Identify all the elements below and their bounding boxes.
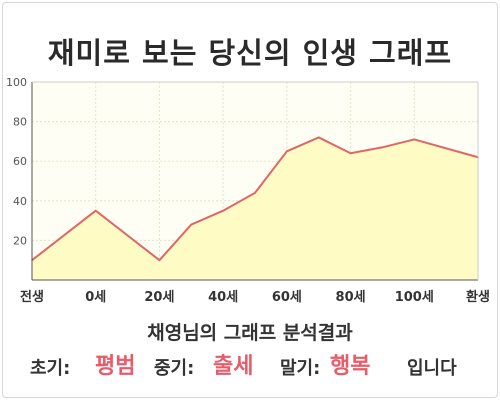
data-point <box>286 150 288 153</box>
x-tick-label: 80세 <box>336 290 366 305</box>
ending-text: 입니다 <box>407 358 457 379</box>
early-label: 초기: <box>30 358 71 379</box>
area-fill <box>32 137 478 280</box>
data-point <box>158 259 161 262</box>
data-point <box>190 223 193 226</box>
data-point <box>94 209 97 212</box>
x-tick-label: 0세 <box>85 290 106 305</box>
late-value: 행복 <box>330 354 371 379</box>
data-point <box>413 138 416 141</box>
y-tick-label: 60 <box>13 155 27 168</box>
late-label: 말기: <box>280 358 321 379</box>
middle-value: 출세 <box>213 354 254 379</box>
data-point <box>317 136 320 139</box>
x-tick-label: 40세 <box>208 290 238 305</box>
data-point <box>254 192 256 194</box>
middle-label: 중기: <box>154 358 195 379</box>
y-tick-label: 20 <box>13 234 27 247</box>
data-point <box>349 152 352 155</box>
y-tick-label: 80 <box>13 116 27 129</box>
life-graph-chart: 20 40 60 80 100 전생 0세 20세 40세 60세 80세 100세 환생 <box>6 76 490 305</box>
x-tick-label: 전생 <box>20 289 44 305</box>
data-point <box>381 146 384 149</box>
x-tick-label: 환생 <box>466 289 490 305</box>
analysis-heading: 채영님의 그래프 분석결과 <box>147 322 353 344</box>
x-tick-label: 60세 <box>272 290 302 305</box>
data-point <box>222 209 224 212</box>
early-value: 평범 <box>95 354 136 379</box>
series-line <box>31 136 479 262</box>
y-tick-label: 100 <box>6 76 27 89</box>
x-tick-label: 20세 <box>144 290 174 305</box>
x-tick-label: 100세 <box>395 290 434 305</box>
analysis-result: 초기: 평범 중기: 출세 말기: 행복 입니다 <box>0 346 500 382</box>
y-tick-label: 40 <box>13 195 27 208</box>
chart-title: 재미로 보는 당신의 인생 그래프 <box>47 36 453 70</box>
